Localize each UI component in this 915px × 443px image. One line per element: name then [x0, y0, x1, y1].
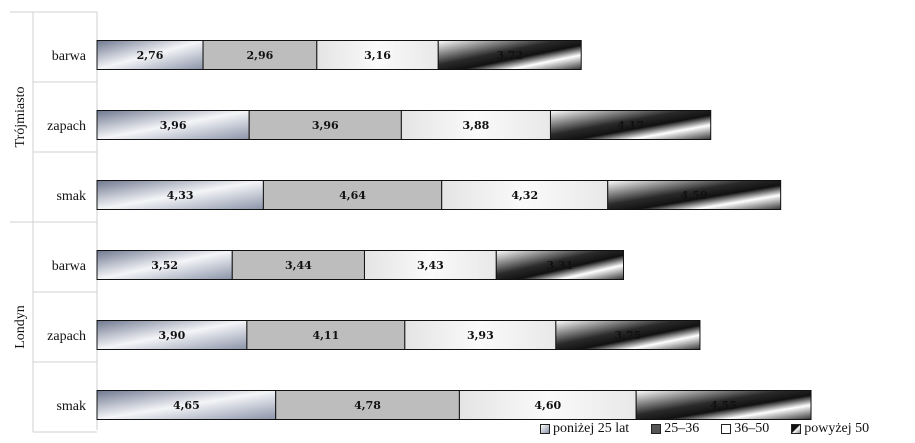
category-label: zapach [47, 329, 86, 344]
bars [96, 40, 812, 420]
bar-segment [202, 40, 318, 70]
data-label: 3,96 [312, 119, 339, 132]
bar-segment [231, 250, 365, 280]
legend-label: powyżej 50 [804, 421, 870, 436]
data-label: 3,44 [285, 259, 312, 272]
data-label: 3,52 [151, 259, 178, 272]
data-label: 3,75 [615, 329, 642, 342]
legend-swatch [540, 424, 550, 434]
legend-item: poniżej 25 lat [540, 419, 629, 439]
bar-segment [437, 40, 582, 70]
legend-label: 36–50 [734, 421, 770, 436]
data-label: 3,31 [546, 259, 573, 272]
data-label: 4,33 [167, 189, 194, 202]
bar-segment [549, 110, 712, 140]
data-label: 3,43 [417, 259, 444, 272]
bar-segment [400, 110, 551, 140]
legend-item: powyżej 50 [791, 419, 869, 439]
bar-segment [635, 390, 812, 420]
bar-segment [96, 180, 264, 210]
data-label: 4,55 [710, 399, 737, 412]
bar-segment [96, 110, 250, 140]
legend-swatch [651, 424, 662, 434]
legend-label: 25–36 [664, 421, 700, 436]
category-label: barwa [52, 259, 87, 274]
data-label: 4,17 [617, 119, 644, 132]
legend: poniżej 25 lat 25–36 36–50 powyżej 50 [540, 419, 869, 439]
data-label: 3,93 [467, 329, 494, 342]
bar-segment [555, 320, 701, 350]
bar-segment [607, 180, 782, 210]
data-label: 4,60 [534, 399, 561, 412]
data-label: 4,65 [173, 399, 200, 412]
data-label: 2,76 [137, 49, 164, 62]
group-label: Londyn [13, 305, 28, 349]
data-label: 4,78 [354, 399, 381, 412]
category-label: smak [56, 399, 86, 414]
data-label: 3,88 [463, 119, 490, 132]
bar-segment [96, 250, 233, 280]
data-label: 3,90 [159, 329, 186, 342]
bar-segment [316, 40, 439, 70]
bar-segment [441, 180, 609, 210]
category-label: barwa [52, 49, 87, 64]
bar-segment [275, 390, 460, 420]
legend-item: 36–50 [721, 419, 769, 439]
category-label: smak [56, 189, 86, 204]
legend-item: 25–36 [651, 419, 699, 439]
data-label: 4,50 [681, 189, 708, 202]
bar-segment [248, 110, 402, 140]
bar-segment [96, 320, 248, 350]
data-label: 4,64 [339, 189, 366, 202]
legend-label: poniżej 25 lat [553, 421, 630, 436]
bar-segment [363, 250, 497, 280]
bar-segment [404, 320, 557, 350]
bar-segment [495, 250, 624, 280]
legend-swatch [791, 424, 802, 434]
bar-segment [262, 180, 443, 210]
group-label: Trójmiasto [13, 87, 28, 148]
data-label: 4,32 [511, 189, 538, 202]
legend-swatch [721, 424, 732, 434]
data-label: 2,96 [247, 49, 274, 62]
data-label: 4,11 [312, 329, 339, 342]
data-label: 3,96 [160, 119, 187, 132]
data-label: 3,16 [364, 49, 391, 62]
category-label: zapach [47, 119, 86, 134]
labels: Trójmiasto barwa 2,76 2,96 3,16 3,72 zapach 3,9… [13, 49, 737, 414]
data-label: 3,72 [496, 49, 523, 62]
bar-segment [246, 320, 406, 350]
axes [10, 11, 98, 433]
